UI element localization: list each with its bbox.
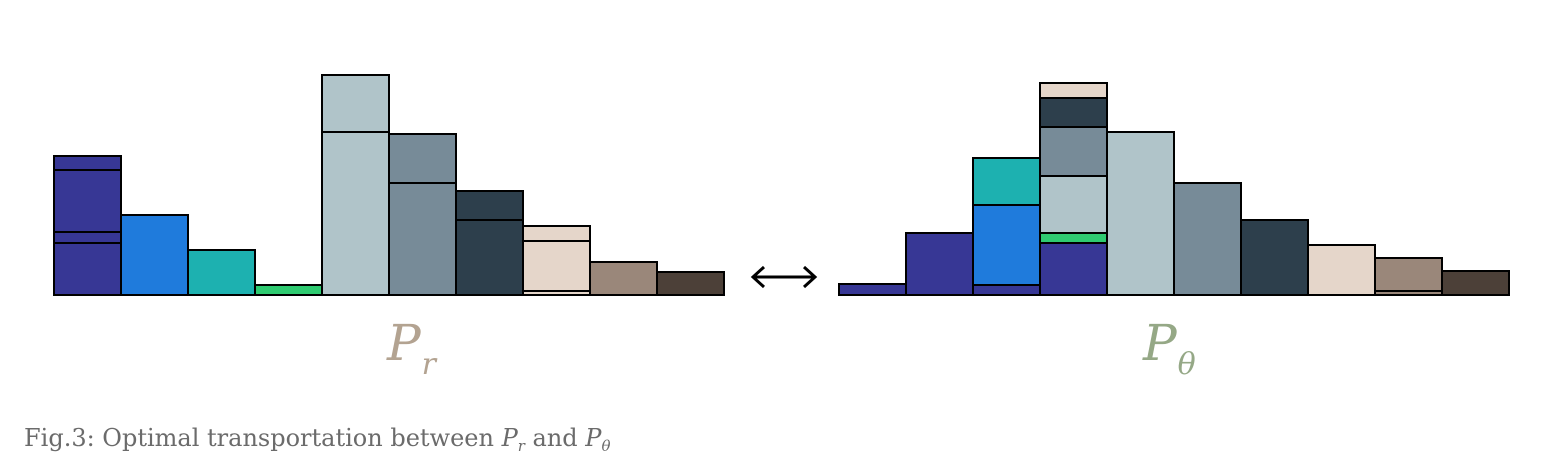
caption-math-2-sub: θ [601,437,611,455]
caption-math-2: P [585,424,602,452]
pr-bar-4-segment-1 [321,74,390,133]
pr-bar-7-segment-2 [522,225,591,242]
pr-bar-8-segment-0 [589,261,658,296]
ptheta-bar-9-segment-0 [1441,270,1510,296]
label-ptheta: Pθ [1143,318,1196,380]
ptheta-bar-2-segment-2 [972,157,1041,206]
pr-bar-1-segment-0 [120,214,189,296]
ptheta-bar-0-segment-0 [838,283,907,296]
ptheta-bar-6-segment-0 [1240,219,1309,296]
ptheta-bar-4-segment-0 [1106,131,1175,296]
pr-bar-5-segment-0 [388,182,457,296]
pr-bar-6-segment-0 [455,219,524,296]
pr-bar-0-segment-0 [53,242,122,296]
ptheta-bar-5-segment-0 [1173,182,1242,296]
pr-bar-7-segment-1 [522,240,591,292]
pr-bar-6-segment-1 [455,190,524,221]
pr-bar-3-segment-0 [254,284,323,296]
ptheta-bar-3-segment-1 [1039,232,1108,244]
ptheta-bar-1-segment-0 [905,232,974,296]
pr-bar-5-segment-1 [388,133,457,184]
double-arrow-icon [750,265,818,289]
ptheta-bar-2-segment-1 [972,204,1041,286]
label-ptheta-sub: θ [1177,347,1196,382]
caption-prefix: Fig.3: Optimal transportation between [24,424,502,452]
caption-math-1-sub: r [517,437,525,455]
ptheta-bar-3-segment-2 [1039,175,1108,234]
ptheta-bar-3-segment-3 [1039,126,1108,177]
pr-bar-0-segment-1 [53,231,122,244]
ptheta-bar-2-segment-0 [972,284,1041,296]
histogram-pr [53,74,725,296]
label-pr-sub: r [421,347,436,382]
ptheta-bar-7-segment-0 [1307,244,1376,296]
pr-bar-0-segment-3 [53,155,122,171]
caption-math-1: P [501,424,518,452]
ptheta-bar-8-segment-1 [1374,257,1443,292]
pr-bar-2-segment-0 [187,249,256,296]
label-pr-main: P [387,314,421,372]
pr-bar-4-segment-0 [321,131,390,296]
ptheta-bar-3-segment-5 [1039,82,1108,99]
transport-figure [53,74,1510,296]
histogram-ptheta [838,82,1510,296]
label-ptheta-main: P [1143,314,1177,372]
ptheta-bar-3-segment-4 [1039,97,1108,128]
caption-conj: and [524,424,586,452]
pr-bar-9-segment-0 [656,271,725,296]
ptheta-bar-3-segment-0 [1039,242,1108,296]
pr-bar-0-segment-2 [53,169,122,233]
label-pr: Pr [387,318,436,380]
figure-caption: Fig.3: Optimal transportation between Pr… [24,424,611,455]
